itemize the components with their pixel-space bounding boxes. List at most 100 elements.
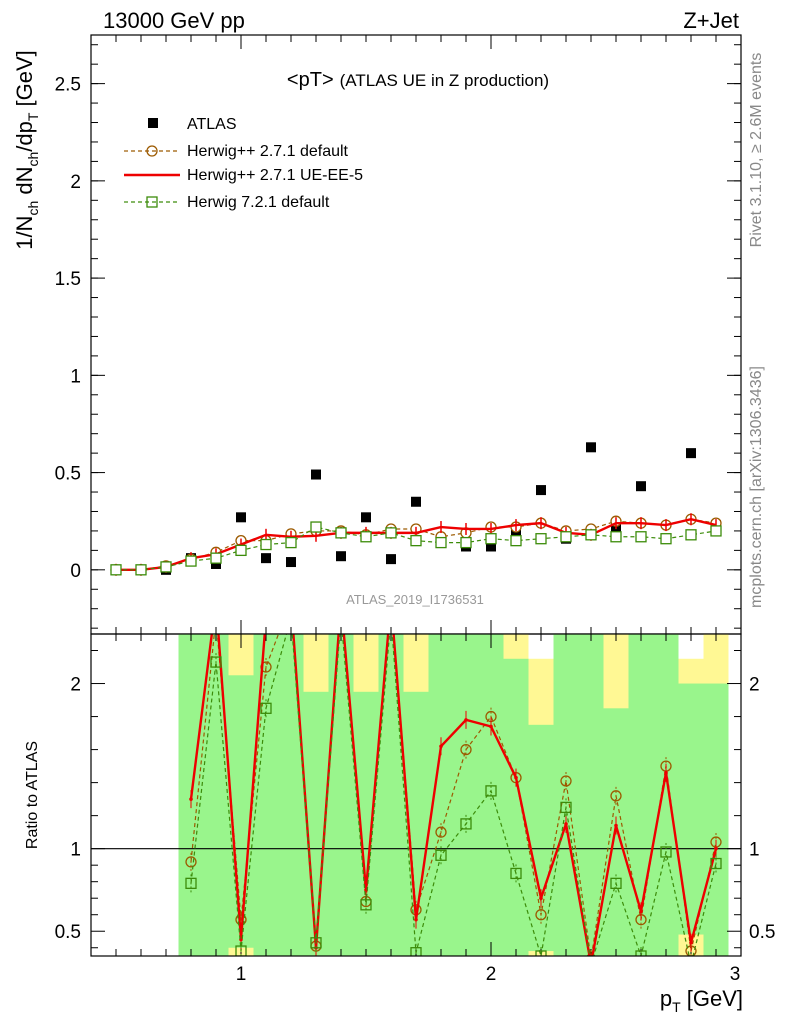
ratio-point-herwig-2-7-1-ue-ee-5 xyxy=(489,724,493,729)
data-point-herwig-7-2-1-default xyxy=(610,531,622,543)
ratio-point-herwig-2-7-1-ue-ee-5 xyxy=(339,599,343,603)
legend-item-atlas: ATLAS xyxy=(148,116,237,133)
legend-label-herwigpp-ueee5: Herwig++ 2.7.1 UE-EE-5 xyxy=(187,167,363,184)
data-point-atlas xyxy=(286,557,296,568)
ratio-point-herwig-2-7-1-default xyxy=(286,596,296,606)
legend-label-herwig721-default: Herwig 7.2.1 default xyxy=(187,194,330,211)
ratio-point-herwig-2-7-1-ue-ee-5 xyxy=(514,775,518,780)
ratio-point-herwig-2-7-1-ue-ee-5 xyxy=(564,822,568,826)
ratio-point-herwig-2-7-1-default xyxy=(185,856,197,868)
legend-label-atlas: ATLAS xyxy=(187,116,237,133)
data-point-atlas xyxy=(336,551,346,562)
data-point-atlas xyxy=(586,442,596,453)
ratio-line-herwig-7-2-1-default xyxy=(190,634,717,956)
ratio-y-tick-label-left: 1 xyxy=(70,840,81,861)
plot-title-main: <pT> xyxy=(287,69,334,91)
ratio-point-herwig-7-2-1-default xyxy=(460,818,472,830)
data-point-atlas xyxy=(486,541,496,552)
legend-marker-herwig721-default xyxy=(146,196,158,208)
ratio-point-herwig-2-7-1-ue-ee-5 xyxy=(214,599,218,603)
uncertainty-band-inner xyxy=(253,634,279,956)
ratio-point-herwig-7-2-1-default xyxy=(336,612,346,622)
ratio-point-herwig-7-2-1-default xyxy=(210,656,222,668)
data-point-herwig-7-2-1-default xyxy=(360,531,372,543)
data-point-herwig-7-2-1-default xyxy=(535,533,547,545)
rivet-label: Rivet 3.1.10, ≥ 2.6M events xyxy=(748,53,765,248)
ratio-point-herwig-2-7-1-ue-ee-5 xyxy=(639,909,643,914)
ratio-point-herwig-2-7-1-ue-ee-5 xyxy=(614,823,618,828)
ratio-point-herwig-2-7-1-default xyxy=(336,596,346,606)
ratio-point-herwig-2-7-1-ue-ee-5 xyxy=(714,846,718,851)
ratio-point-herwig-7-2-1-default xyxy=(410,947,422,956)
data-point-herwig-7-2-1-default xyxy=(435,536,447,549)
y-axis-title-b: ch xyxy=(25,201,41,216)
ratio-point-herwig-2-7-1-default xyxy=(535,909,547,921)
data-point-herwig-7-2-1-default xyxy=(635,531,647,543)
ratio-point-herwig-2-7-1-default xyxy=(435,826,447,838)
ratio-point-herwig-2-7-1-ue-ee-5 xyxy=(539,896,543,901)
ratio-line-herwig-2-7-1-ue-ee-5 xyxy=(189,634,718,956)
ratio-point-herwig-7-2-1-default xyxy=(185,877,197,889)
ratio-y-tick-label-left: 0.5 xyxy=(55,922,81,943)
data-point-herwig-7-2-1-default xyxy=(585,529,597,541)
data-point-atlas xyxy=(236,512,246,523)
x-tick-label: 3 xyxy=(730,964,741,985)
ratio-point-herwig-7-2-1-default xyxy=(386,612,396,622)
y-tick-label: 0 xyxy=(70,561,81,582)
ratio-point-herwig-2-7-1-ue-ee-5 xyxy=(689,940,693,945)
ratio-tick-labels: 0.5 0.5 1 1 2 2 1 2 3 xyxy=(55,675,776,985)
x-axis-title: pT [GeV] xyxy=(660,986,743,1015)
ratio-point-herwig-2-7-1-default xyxy=(586,953,596,956)
ratio-panel-frame xyxy=(90,633,742,957)
data-point-atlas xyxy=(311,469,321,480)
ratio-point-herwig-2-7-1-default xyxy=(460,743,472,756)
ratio-y-tick-label-right: 0.5 xyxy=(749,922,775,943)
uncertainty-band-inner xyxy=(528,724,554,952)
ratio-y-tick-label-right: 2 xyxy=(749,675,760,696)
ratio-point-herwig-7-2-1-default xyxy=(686,959,696,969)
data-point-atlas xyxy=(536,485,546,496)
ratio-point-herwig-7-2-1-default xyxy=(610,877,622,889)
x-tick-label: 1 xyxy=(236,964,247,985)
y-axis-title-d: ch xyxy=(25,152,41,167)
uncertainty-band-inner xyxy=(378,634,404,956)
ratio-point-herwig-2-7-1-ue-ee-5 xyxy=(439,744,443,749)
data-point-herwig-7-2-1-default xyxy=(185,555,197,567)
legend-label-herwigpp-default: Herwig++ 2.7.1 default xyxy=(187,143,349,160)
energy-label: 13000 GeV pp xyxy=(103,8,245,33)
legend: ATLAS Herwig++ 2.7.1 default Herwig++ 2.… xyxy=(124,116,363,211)
ratio-series-layer xyxy=(185,596,722,969)
data-point-atlas xyxy=(261,553,271,564)
data-point-atlas xyxy=(386,554,396,565)
plot-title-sub: (ATLAS UE in Z production) xyxy=(340,71,549,90)
y-axis-title-g: [GeV] xyxy=(12,50,37,112)
uncertainty-band-inner xyxy=(428,634,454,956)
ratio-point-herwig-7-2-1-default xyxy=(710,857,722,870)
y-tick-label: 2 xyxy=(70,172,81,193)
data-point-atlas xyxy=(211,558,221,569)
data-point-herwig-7-2-1-default xyxy=(510,534,522,547)
main-series-layer xyxy=(110,442,722,576)
source-label: mcplots.cern.ch [arXiv:1306.3436] xyxy=(748,366,765,608)
uncertainty-band-inner xyxy=(628,634,654,956)
ratio-y-axis-title: Ratio to ATLAS xyxy=(24,741,41,849)
ratio-point-herwig-7-2-1-default xyxy=(510,867,522,880)
uncertainty-band-inner xyxy=(553,634,579,956)
ratio-point-herwig-2-7-1-ue-ee-5 xyxy=(464,718,468,722)
data-point-herwig-7-2-1-default xyxy=(710,525,722,537)
ratio-line-herwig-2-7-1-default xyxy=(190,634,717,956)
data-point-atlas xyxy=(411,496,421,507)
uncertainty-band-inner xyxy=(653,634,679,956)
data-point-atlas xyxy=(686,448,696,459)
ratio-point-herwig-2-7-1-ue-ee-5 xyxy=(189,797,193,801)
ratio-y-tick-label-right: 1 xyxy=(749,840,760,861)
ratio-point-herwig-7-2-1-default xyxy=(560,801,572,814)
ratio-point-herwig-7-2-1-default xyxy=(286,612,296,622)
y-tick-label: 2.5 xyxy=(55,75,81,96)
main-axes-ticks xyxy=(91,35,742,634)
x-tick-label: 2 xyxy=(486,964,497,985)
ratio-panel: 0.5 0.5 1 1 2 2 1 2 3 Ratio to ATLAS pT [GeV] xyxy=(24,596,776,1015)
ratio-point-herwig-2-7-1-default xyxy=(211,612,221,622)
x-axis-title-c: [GeV] xyxy=(681,986,743,1011)
